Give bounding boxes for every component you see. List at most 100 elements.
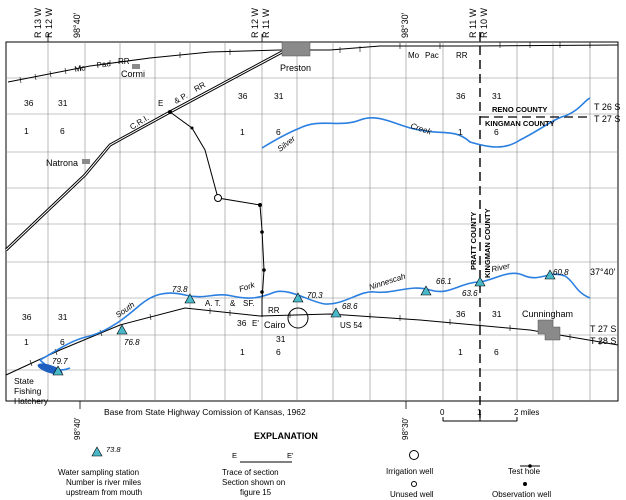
station-label-73-8: 73.8	[172, 285, 188, 294]
township-t27s-top: T 27 S	[594, 114, 620, 124]
township-t28s: T 28 S	[590, 336, 616, 346]
ninnescah-river	[39, 272, 591, 361]
top-ticks	[47, 34, 481, 42]
town-label-cunningham: Cunningham	[522, 309, 573, 319]
station-68-6	[330, 307, 342, 318]
irrigation-well-cairo	[287, 307, 309, 329]
section-31: 31	[58, 312, 68, 322]
test-hole-1	[190, 126, 194, 130]
scale-two: 2 miles	[514, 408, 539, 417]
label-r11w-b: R 11 W	[468, 8, 478, 38]
test-hole-4	[260, 290, 264, 294]
section-6: 6	[276, 347, 281, 357]
station-73-8	[184, 293, 196, 304]
section-1: 1	[458, 347, 463, 357]
rr-label-sf: SF.	[243, 299, 255, 308]
legend-test-hole-label: Test hole	[508, 467, 541, 476]
township-t26s: T 26 S	[594, 102, 620, 112]
cormi-town	[132, 64, 140, 69]
rr-label-mo: Mo	[74, 63, 87, 74]
preston-town	[281, 41, 311, 57]
station-63-6	[474, 276, 486, 287]
station-label-70-3: 70.3	[307, 291, 323, 300]
base-note: Base from State Highway Comission of Kan…	[104, 407, 306, 417]
bottom-ticks	[79, 401, 407, 409]
station-label-63-6: 63.6	[462, 289, 478, 298]
section-31: 31	[58, 98, 68, 108]
section-36: 36	[238, 91, 248, 101]
label-r11w-a: R 11 W	[261, 8, 271, 38]
water-stations	[52, 269, 556, 376]
label-r10w: R 10 W	[479, 7, 489, 38]
bottom-lon2: 98°30'	[401, 417, 410, 440]
scale-zero: 0	[440, 408, 445, 417]
rr-label-mo2: Mo	[408, 51, 420, 60]
map-border	[5, 41, 619, 402]
hatchery-label-1: State	[14, 376, 34, 386]
township-t27s-bottom: T 27 S	[590, 324, 616, 334]
section-6: 6	[494, 347, 499, 357]
legend-trace-label: Trace of section	[222, 468, 279, 477]
station-label-60-8: 60.8	[553, 268, 569, 277]
section-1: 1	[458, 127, 463, 137]
legend-irrigation-icon	[409, 450, 419, 460]
town-label-cairo: Cairo	[264, 320, 286, 330]
section-end-label: E'	[252, 319, 259, 328]
legend-observation-icon	[523, 482, 527, 486]
legend-unused-icon	[411, 481, 417, 487]
town-label-preston: Preston	[280, 63, 311, 73]
section-6: 6	[494, 127, 499, 137]
atsf-railroad	[5, 307, 619, 376]
scale-bar: 0 1 2 miles	[440, 408, 539, 422]
legend-irrigation-label: Irrigation well	[386, 467, 433, 476]
rr-label-rr2: RR	[456, 51, 468, 60]
section-1: 1	[24, 126, 29, 136]
legend-trace-e2: E'	[287, 451, 294, 460]
section-31: 31	[492, 309, 502, 319]
section-1: 1	[24, 337, 29, 347]
station-70-3	[292, 292, 304, 303]
label-lon1: 98°40'	[72, 12, 82, 38]
section-36: 36	[237, 318, 247, 328]
hatchery-label-2: Fishing	[14, 386, 42, 396]
trace-start-point	[168, 110, 172, 114]
legend-station-icon	[91, 446, 103, 457]
stream-label-creek: Creek	[409, 121, 433, 136]
section-6: 6	[60, 337, 65, 347]
station-66-1	[420, 285, 432, 296]
latitude-label: 37°40'	[590, 267, 616, 277]
scale-one: 1	[477, 408, 482, 417]
section-1: 1	[240, 127, 245, 137]
legend: 73.8 Water sampling station Number is ri…	[58, 445, 551, 499]
label-lon2: 98°30'	[400, 12, 410, 38]
explanation-title: EXPLANATION	[254, 431, 318, 441]
county-label-pratt: PRATT COUNTY	[469, 212, 478, 270]
rr-label-pac: Pac	[96, 59, 111, 70]
station-60-8	[544, 269, 556, 280]
stream-label-fork: Fork	[238, 280, 257, 294]
legend-unused-label: Unused well	[390, 490, 434, 499]
cunningham-town	[537, 319, 561, 341]
legend-trace-note1: Section shown on	[222, 478, 285, 487]
legend-sample-value: 73.8	[106, 445, 121, 454]
rr-label-e: E	[158, 99, 163, 108]
mo-pac-railroad	[7, 42, 619, 84]
station-label-79-7: 79.7	[52, 357, 68, 366]
hatchery-label-3: Hatchery	[14, 396, 49, 406]
section-31: 31	[492, 91, 502, 101]
section-36: 36	[24, 98, 34, 108]
test-hole-2	[260, 230, 264, 234]
rr-label-rr1: RR	[118, 57, 130, 66]
section-36: 36	[22, 312, 32, 322]
section-1: 1	[240, 347, 245, 357]
label-r12w-b: R 12 W	[250, 7, 260, 38]
bottom-lon1: 98°40'	[73, 417, 82, 440]
observation-well-1	[258, 203, 262, 207]
rr-label-pac2: Pac	[425, 51, 439, 60]
stream-label-ninnescah: Ninnescah	[368, 271, 407, 291]
legend-station-note1: Number is river miles	[66, 478, 141, 487]
unused-well-1	[214, 194, 222, 202]
legend-trace-note2: figure 15	[240, 488, 272, 497]
town-label-natrona: Natrona	[46, 158, 78, 168]
